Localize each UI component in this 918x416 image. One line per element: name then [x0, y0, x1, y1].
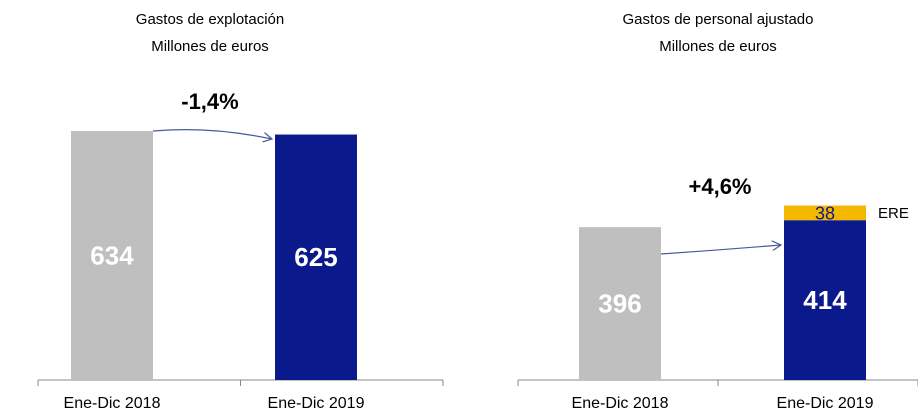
arrow	[152, 129, 272, 139]
value-label: 625	[294, 242, 337, 272]
x-tick-label: Ene-Dic 2019	[268, 395, 365, 412]
bar	[71, 131, 153, 380]
annotation: +4,6%	[689, 174, 752, 199]
chart-title: Gastos de personal ajustado	[623, 11, 814, 28]
legend-label: ERE	[878, 205, 909, 222]
chart-subtitle: Millones de euros	[659, 38, 777, 55]
value-label: 634	[90, 240, 134, 270]
arrow	[660, 245, 781, 255]
x-tick-label: Ene-Dic 2018	[64, 395, 161, 412]
value-label: 396	[598, 288, 641, 318]
bar-segment	[784, 205, 866, 221]
x-tick-label: Ene-Dic 2019	[777, 395, 874, 412]
chart-title: Gastos de explotación	[136, 11, 284, 28]
value-label: 38	[815, 204, 835, 224]
chart-subtitle: Millones de euros	[151, 38, 269, 55]
x-tick-label: Ene-Dic 2018	[572, 395, 669, 412]
bar-segment	[784, 220, 866, 380]
bar-segment	[579, 227, 661, 380]
bar	[275, 134, 357, 380]
annotation: -1,4%	[181, 89, 238, 114]
value-label: 414	[803, 285, 847, 315]
